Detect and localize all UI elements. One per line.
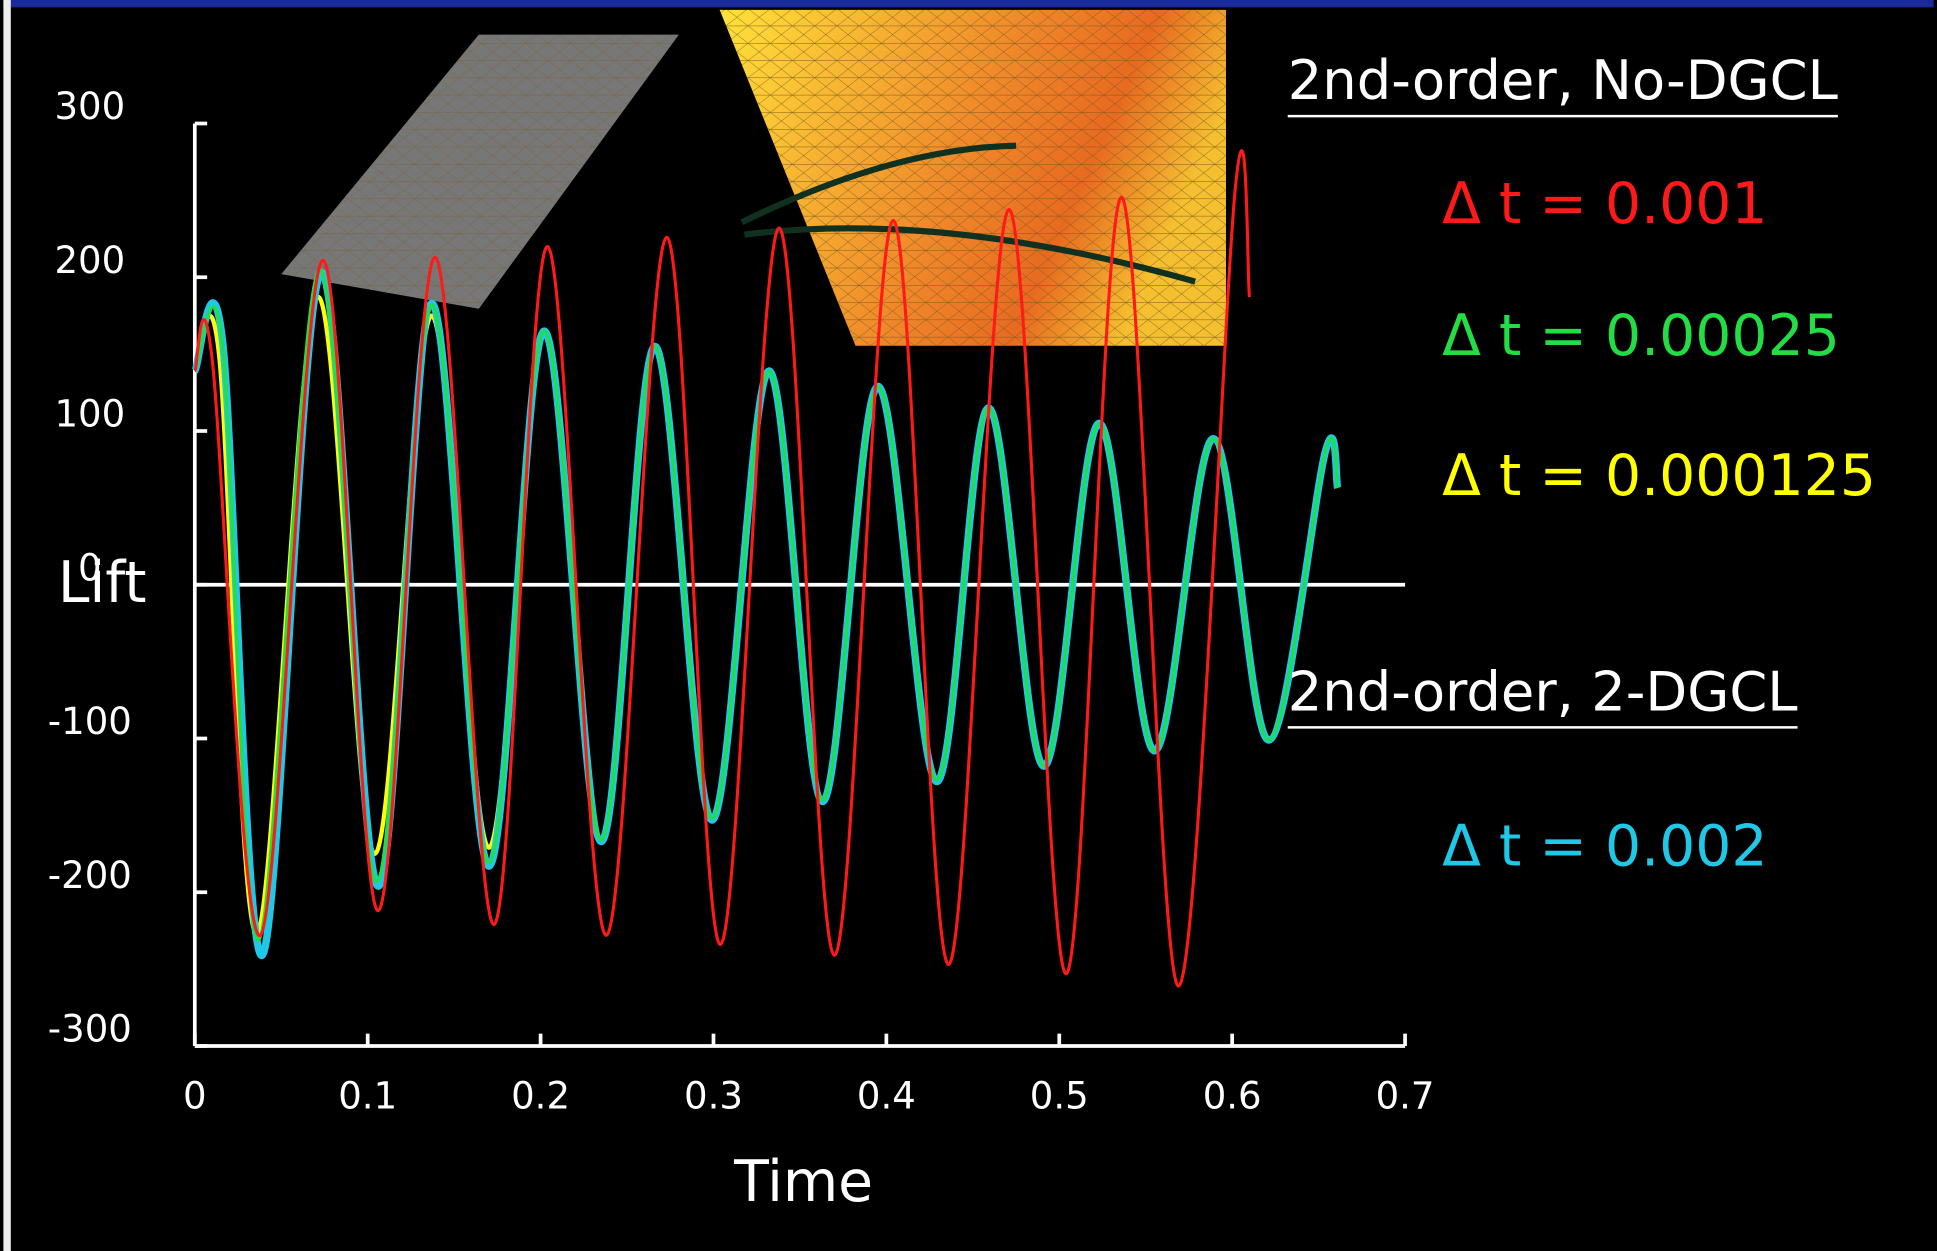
x-tick-label: 0.1 bbox=[338, 1074, 397, 1117]
legend-entry: Δ t = 0.00025 bbox=[1442, 303, 1840, 369]
x-tick-label: 0.2 bbox=[511, 1074, 570, 1117]
x-tick-label: 0.5 bbox=[1030, 1074, 1089, 1117]
legend-heading: 2nd-order, 2-DGCL bbox=[1288, 660, 1798, 723]
y-tick-label: 200 bbox=[54, 239, 125, 282]
y-tick-label: -200 bbox=[48, 854, 132, 897]
left-border bbox=[3, 0, 11, 1251]
legend-heading: 2nd-order, No-DGCL bbox=[1288, 49, 1838, 112]
series-line bbox=[193, 267, 1340, 942]
x-axis-label: Time bbox=[733, 1149, 873, 1215]
legend-entry: Δ t = 0.002 bbox=[1442, 813, 1767, 879]
legend-entry: Δ t = 0.000125 bbox=[1442, 443, 1876, 509]
wing-mesh bbox=[719, 9, 1226, 346]
x-tick-label: 0 bbox=[183, 1074, 207, 1117]
x-tick-label: 0.3 bbox=[684, 1074, 743, 1117]
x-tick-label: 0.7 bbox=[1376, 1074, 1435, 1117]
wing-shape bbox=[740, 142, 1196, 285]
x-tick-label: 0.6 bbox=[1203, 1074, 1262, 1117]
y-tick-label: 100 bbox=[54, 393, 125, 436]
top-border bbox=[3, 0, 1934, 8]
series-line bbox=[193, 149, 1251, 988]
y-tick-label: 0 bbox=[78, 546, 102, 589]
x-tick-label: 0.4 bbox=[857, 1074, 916, 1117]
y-axis-label: Lift bbox=[58, 550, 147, 616]
y-tick-label: -300 bbox=[48, 1008, 132, 1051]
legend-entry: Δ t = 0.001 bbox=[1442, 171, 1767, 237]
y-tick-label: -100 bbox=[48, 700, 132, 743]
plate-mesh bbox=[281, 34, 679, 309]
y-tick-label: 300 bbox=[54, 85, 125, 128]
